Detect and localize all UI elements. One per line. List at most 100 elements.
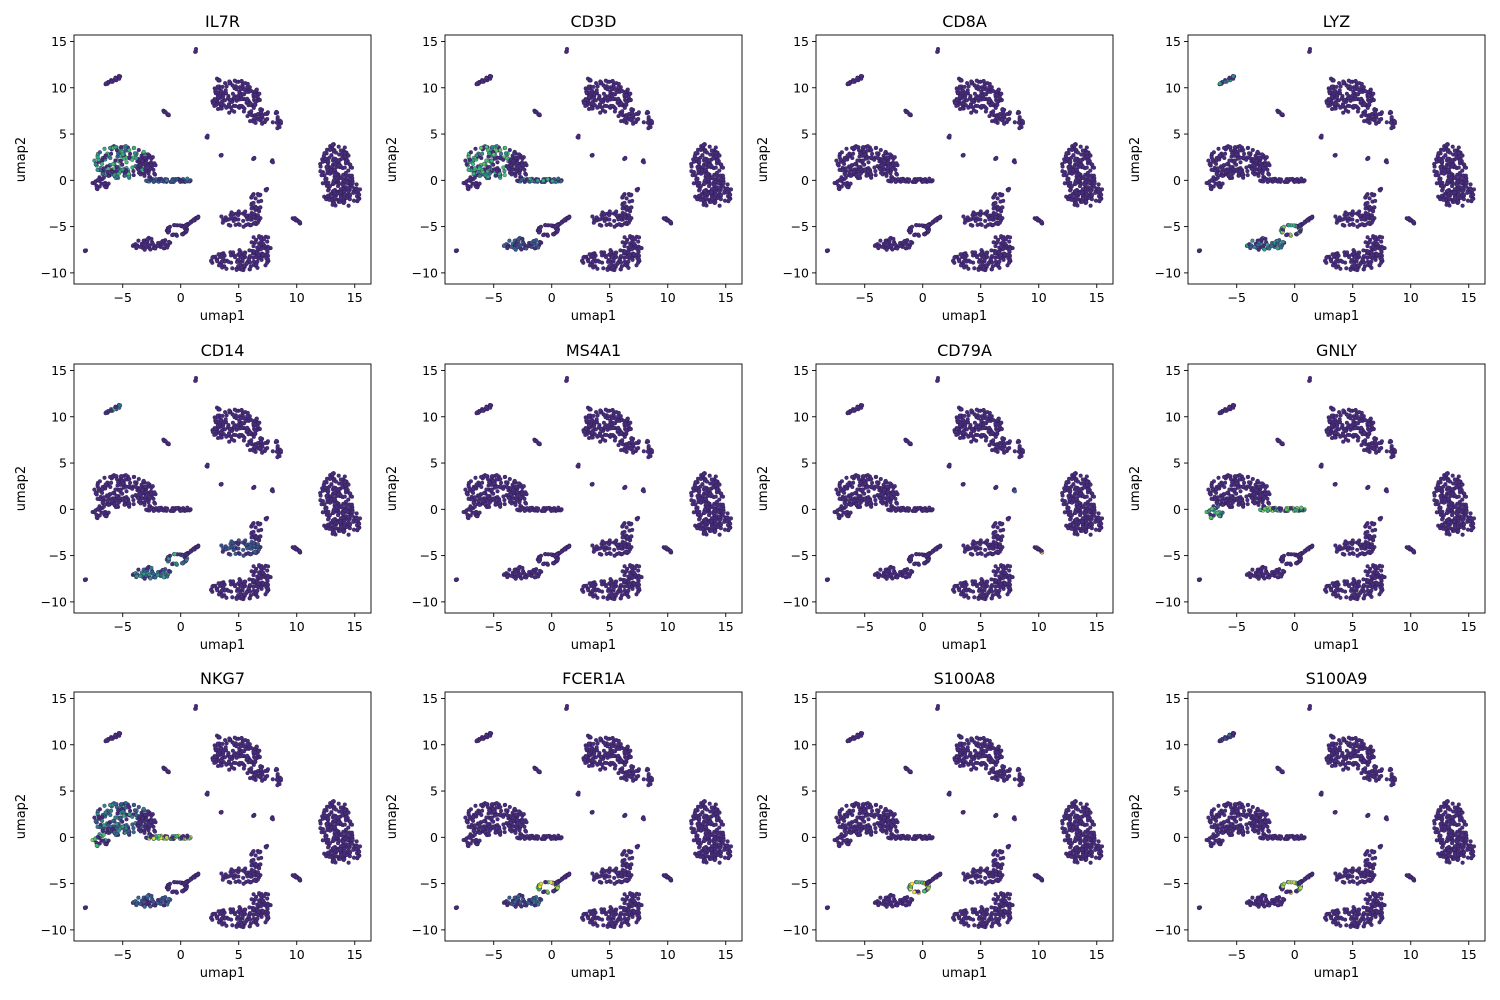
cell-point xyxy=(990,260,995,265)
cell-point xyxy=(1237,144,1242,149)
cell-point xyxy=(625,87,630,92)
cell-point xyxy=(541,178,546,183)
x-tick-label: 5 xyxy=(235,290,243,305)
cell-point xyxy=(622,211,627,217)
cell-point xyxy=(1279,245,1284,250)
cell-point xyxy=(584,97,589,102)
cell-point xyxy=(882,159,887,164)
cell-point xyxy=(174,177,179,182)
cell-point xyxy=(921,178,926,184)
cell-point xyxy=(1465,198,1471,203)
cell-point xyxy=(1338,84,1343,89)
cell-point xyxy=(872,165,877,170)
cell-point xyxy=(626,215,631,221)
cell-point xyxy=(255,215,260,221)
cell-point xyxy=(217,78,222,83)
cell-point xyxy=(616,85,621,90)
cell-point xyxy=(926,228,931,234)
cell-point xyxy=(253,240,258,245)
cell-point xyxy=(1280,239,1286,244)
cell-point xyxy=(620,89,625,94)
cell-point xyxy=(1365,105,1370,110)
cell-point xyxy=(858,151,863,156)
cell-point xyxy=(231,84,236,89)
cell-point xyxy=(548,223,553,228)
cell-point xyxy=(1340,103,1345,108)
cell-point xyxy=(1012,160,1017,165)
cell-point xyxy=(134,245,139,250)
cell-points xyxy=(82,46,363,273)
y-axis-label: umap2 xyxy=(385,137,400,182)
cell-point xyxy=(236,264,241,269)
cell-point xyxy=(1344,91,1349,96)
x-tick-label: 5 xyxy=(977,290,985,305)
cell-point xyxy=(481,162,487,167)
cell-point xyxy=(1007,257,1012,262)
cell-point xyxy=(210,100,215,106)
cell-point xyxy=(241,224,246,229)
cell-point xyxy=(1078,158,1083,163)
cell-point xyxy=(1215,166,1220,171)
cell-point xyxy=(1380,235,1385,240)
cell-point xyxy=(1361,254,1366,259)
cell-point xyxy=(1372,236,1377,241)
cell-point xyxy=(610,97,615,102)
cell-point xyxy=(101,181,106,186)
cell-point xyxy=(968,222,973,227)
cell-point xyxy=(614,209,619,214)
cell-point xyxy=(108,155,113,161)
cell-point xyxy=(885,165,890,170)
cell-point xyxy=(1445,156,1450,161)
cell-point xyxy=(619,260,624,265)
cell-point xyxy=(1250,238,1255,243)
cell-point xyxy=(866,169,871,174)
cell-point xyxy=(1365,211,1370,217)
y-tick-label: 10 xyxy=(1165,80,1181,95)
x-tick-label: 15 xyxy=(1089,290,1105,305)
cell-point xyxy=(590,101,595,106)
cell-point xyxy=(839,150,844,155)
cell-point xyxy=(710,175,715,180)
cell-point xyxy=(185,176,190,181)
cell-point xyxy=(232,78,237,83)
cell-point xyxy=(616,81,621,86)
cell-point xyxy=(1091,184,1097,189)
cell-point xyxy=(1080,190,1085,195)
cell-point xyxy=(1454,182,1459,187)
cell-point xyxy=(528,176,533,182)
cell-point xyxy=(543,223,548,228)
cell-point xyxy=(254,87,259,92)
cell-point xyxy=(1366,156,1371,161)
cell-point xyxy=(966,266,971,271)
cell-point xyxy=(323,178,328,183)
cell-point xyxy=(1441,147,1446,153)
cell-point xyxy=(620,109,625,114)
cell-point xyxy=(536,245,541,250)
cell-point xyxy=(581,100,586,106)
cell-point xyxy=(1231,74,1236,79)
cell-point xyxy=(624,99,629,104)
cell-point xyxy=(1371,193,1376,198)
cell-point xyxy=(241,218,246,223)
cell-point xyxy=(232,255,238,260)
cell-point xyxy=(485,174,491,179)
cell-point xyxy=(265,246,270,252)
cell-point xyxy=(1365,235,1370,240)
cell-point xyxy=(484,145,489,150)
cell-point xyxy=(612,109,617,114)
cell-point xyxy=(873,173,878,178)
cell-point xyxy=(717,203,722,208)
cell-point xyxy=(602,250,607,255)
cell-point xyxy=(698,155,703,160)
cell-point xyxy=(992,193,997,198)
cell-point xyxy=(851,79,856,84)
cell-point xyxy=(97,150,102,155)
cell-points xyxy=(453,46,734,273)
cell-point xyxy=(957,106,963,112)
cell-point xyxy=(591,220,596,225)
cell-point xyxy=(1291,223,1296,228)
cell-point xyxy=(1461,197,1466,202)
cell-point xyxy=(695,164,700,170)
cell-point xyxy=(1245,169,1250,174)
